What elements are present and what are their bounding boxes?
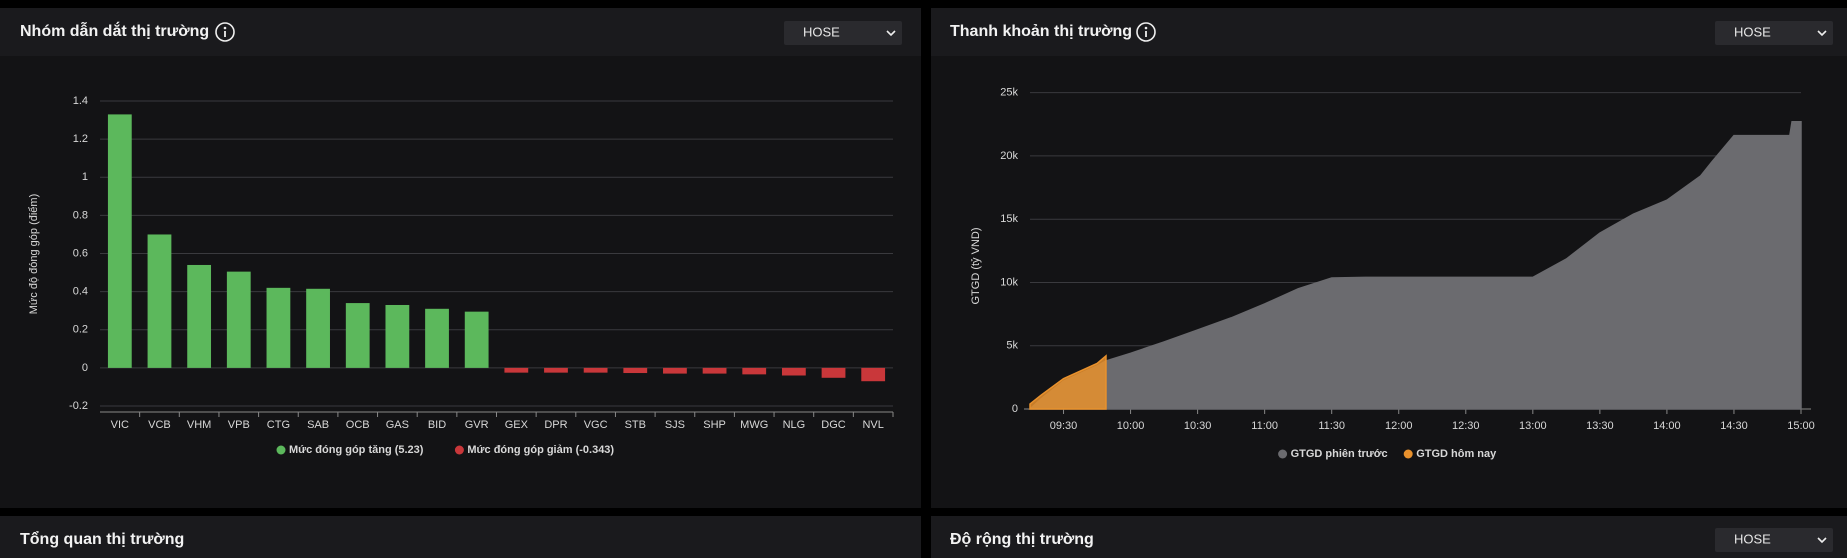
- x-tick-label: MWG: [740, 419, 768, 431]
- bar: [583, 367, 608, 373]
- bar: [464, 311, 489, 368]
- y-tick-label: 0.2: [73, 324, 88, 336]
- x-tick-label: VHM: [187, 419, 211, 431]
- y-tick-label: 1: [82, 171, 88, 183]
- x-tick-label: STB: [625, 419, 646, 431]
- legend-marker: [1278, 449, 1288, 459]
- x-tick-label: VPB: [228, 419, 250, 431]
- panel-header: [0, 8, 921, 56]
- bar: [544, 367, 568, 373]
- x-tick-label: NLG: [783, 419, 806, 431]
- info-icon[interactable]: [215, 22, 235, 42]
- y-tick-label: -0.2: [69, 400, 88, 412]
- dropdown-label: HOSE: [1734, 24, 1771, 39]
- dropdown-label: HOSE: [1734, 531, 1771, 546]
- legend-label: GTGD hôm nay: [1416, 448, 1497, 460]
- bar: [107, 114, 132, 368]
- bar: [821, 367, 846, 378]
- y-axis-label: GTGD (tỷ VND): [970, 228, 982, 305]
- x-tick-label: 14:30: [1720, 420, 1748, 432]
- x-tick-label: SHP: [703, 419, 726, 431]
- y-tick-label: 0: [82, 362, 88, 374]
- x-tick-label: OCB: [346, 419, 370, 431]
- x-tick-label: SJS: [665, 419, 685, 431]
- y-tick-label: 20k: [1000, 150, 1018, 162]
- x-tick-label: NVL: [862, 419, 883, 431]
- bar: [425, 308, 449, 368]
- x-tick-label: 15:00: [1787, 420, 1815, 432]
- bar: [226, 271, 251, 368]
- bar: [306, 288, 330, 368]
- legend-label: Mức đóng góp giảm (-0.343): [467, 444, 614, 456]
- dropdown-label: HOSE: [803, 24, 840, 39]
- x-tick-label: SAB: [307, 419, 329, 431]
- y-tick-label: 25k: [1000, 87, 1018, 99]
- panel-title: Nhóm dẫn dắt thị trường: [20, 21, 209, 40]
- bar: [861, 367, 886, 382]
- panel-header: [931, 8, 1847, 56]
- x-tick-label: 10:00: [1117, 420, 1145, 432]
- legend-marker: [1403, 449, 1413, 459]
- y-tick-label: 0.6: [73, 247, 88, 259]
- x-tick-label: BID: [428, 419, 446, 431]
- x-tick-label: GEX: [505, 419, 529, 431]
- legend-marker: [454, 445, 464, 455]
- y-tick-label: 1.4: [73, 95, 88, 107]
- x-tick-label: 12:00: [1385, 420, 1413, 432]
- x-tick-label: 14:00: [1653, 420, 1681, 432]
- dropdown[interactable]: [1715, 528, 1833, 552]
- x-tick-label: GVR: [465, 419, 489, 431]
- bar: [742, 367, 767, 375]
- panel-header: [0, 516, 921, 558]
- bar: [187, 264, 212, 368]
- legend-label: GTGD phiên trước: [1291, 448, 1388, 460]
- bar: [781, 367, 806, 376]
- x-tick-label: DPR: [544, 419, 567, 431]
- bar: [702, 367, 727, 374]
- panel: [0, 8, 921, 508]
- x-tick-label: 11:00: [1251, 420, 1278, 432]
- y-axis-label: Mức độ đóng góp (điểm): [28, 194, 40, 314]
- bar: [147, 234, 172, 368]
- x-tick-label: 13:30: [1586, 420, 1614, 432]
- y-tick-label: 0: [1012, 403, 1018, 415]
- x-tick-label: 11:30: [1318, 420, 1345, 432]
- bar: [663, 367, 687, 374]
- y-tick-label: 15k: [1000, 213, 1018, 225]
- y-tick-label: 1.2: [73, 133, 88, 145]
- panel-header: [931, 516, 1847, 558]
- bar: [623, 367, 648, 374]
- bar: [504, 367, 529, 373]
- x-tick-label: 09:30: [1050, 420, 1078, 432]
- dropdown[interactable]: [784, 21, 902, 45]
- y-tick-label: 0.4: [73, 286, 88, 298]
- x-tick-label: 12:30: [1452, 420, 1480, 432]
- legend-label: Mức đóng góp tăng (5.23): [289, 444, 424, 456]
- y-tick-label: 10k: [1000, 276, 1018, 288]
- panel-title: Tổng quan thị trường: [20, 530, 184, 548]
- area: [1029, 354, 1107, 410]
- x-tick-label: GAS: [386, 419, 409, 431]
- x-tick-label: DGC: [821, 419, 846, 431]
- x-tick-label: 10:30: [1184, 420, 1212, 432]
- dropdown[interactable]: [1715, 21, 1833, 45]
- panel-title: Thanh khoản thị trường: [950, 23, 1132, 40]
- x-tick-label: VCB: [148, 419, 171, 431]
- y-tick-label: 5k: [1006, 340, 1018, 352]
- bar: [266, 287, 291, 368]
- x-tick-label: 13:00: [1519, 420, 1547, 432]
- x-tick-label: VGC: [584, 419, 608, 431]
- legend-marker: [276, 445, 286, 455]
- x-tick-label: CTG: [267, 419, 290, 431]
- area: [1028, 121, 1802, 410]
- x-tick-label: VIC: [111, 419, 129, 431]
- bar: [385, 304, 410, 368]
- bar: [345, 303, 370, 368]
- y-tick-label: 0.8: [73, 209, 88, 221]
- panel-title: Độ rộng thị trường: [950, 531, 1094, 548]
- info-icon[interactable]: [1136, 22, 1156, 42]
